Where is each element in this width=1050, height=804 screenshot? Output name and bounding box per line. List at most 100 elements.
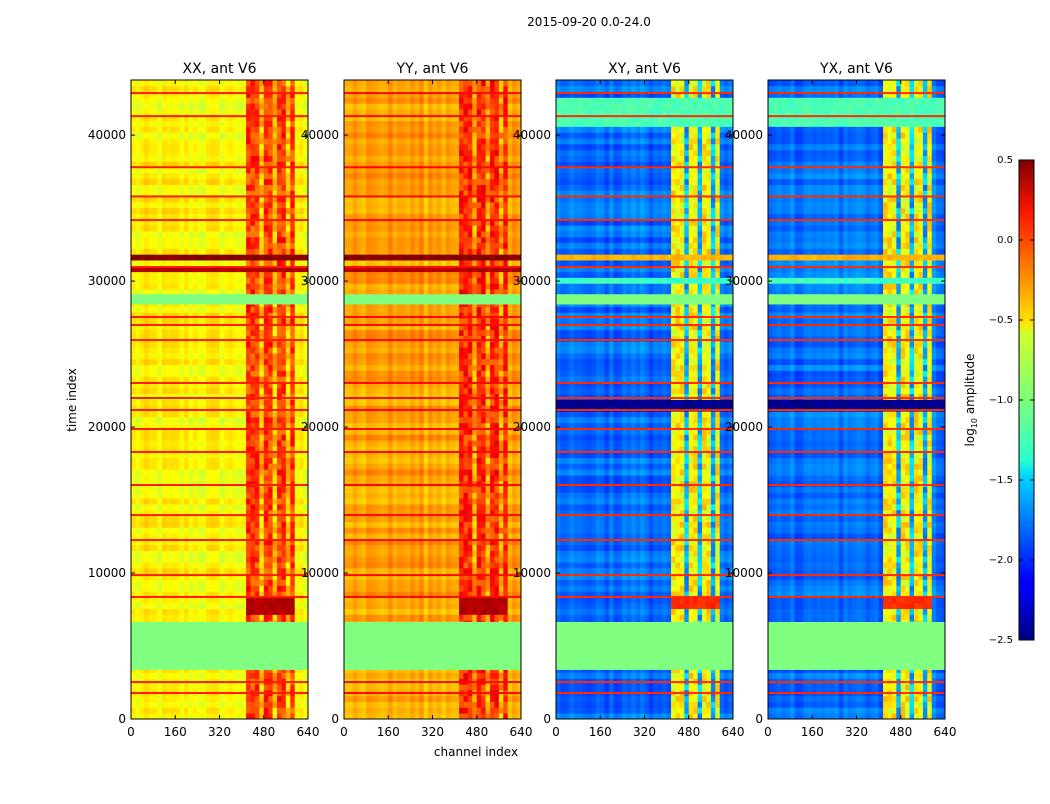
heatmap-cell: [242, 521, 247, 527]
heatmap-cell: [224, 307, 229, 313]
heatmap-cell: [503, 707, 508, 713]
heatmap-cell: [228, 434, 233, 440]
heatmap-cell: [220, 434, 225, 440]
heatmap-cell: [162, 516, 167, 522]
heatmap-cell: [180, 580, 185, 586]
heatmap-cell: [246, 400, 251, 406]
heatmap-cell: [290, 551, 295, 557]
heatmap-cell: [290, 330, 295, 336]
heatmap-cell: [131, 208, 136, 214]
heatmap-cell: [224, 353, 229, 359]
heatmap-cell: [215, 388, 220, 394]
heatmap-cell: [131, 318, 136, 324]
heatmap-cell: [233, 458, 238, 464]
heatmap-cell: [259, 103, 264, 109]
heatmap-cell: [224, 121, 229, 127]
heatmap-cell: [224, 126, 229, 132]
heatmap-cell: [171, 150, 176, 156]
heatmap-cell: [197, 248, 202, 254]
heatmap-cell: [162, 353, 167, 359]
heatmap-cell: [286, 307, 291, 313]
x-tick-label: 160: [164, 725, 187, 739]
heatmap-cell: [255, 475, 260, 481]
heatmap-cell: [131, 580, 136, 586]
heatmap-cell: [166, 225, 171, 231]
heatmap-cell: [211, 132, 216, 138]
heatmap-cell: [357, 684, 362, 690]
heatmap-cell: [149, 458, 154, 464]
heatmap-cell: [242, 440, 247, 446]
heatmap-cell: [290, 353, 295, 359]
heatmap-cell: [175, 516, 180, 522]
heatmap-cell: [180, 562, 185, 568]
heatmap-cell: [503, 684, 508, 690]
heatmap-cell: [144, 272, 149, 278]
heatmap-cell: [193, 492, 198, 498]
heatmap-cell: [131, 603, 136, 609]
heatmap-cell: [158, 138, 163, 144]
heatmap-cell: [233, 609, 238, 615]
heatmap-cell: [140, 417, 145, 423]
heatmap-cell: [184, 307, 189, 313]
heatmap-cell: [215, 330, 220, 336]
heatmap-cell: [135, 562, 140, 568]
heatmap-cell: [264, 185, 269, 191]
heatmap-cell: [206, 411, 211, 417]
heatmap-cell: [295, 411, 300, 417]
heatmap-cell: [189, 498, 194, 504]
heatmap-cell: [299, 121, 304, 127]
heatmap-cell: [153, 202, 158, 208]
heatmap-cell: [144, 417, 149, 423]
heatmap-cell: [281, 481, 286, 487]
heatmap-cell: [348, 696, 353, 702]
heatmap-cell: [180, 214, 185, 220]
heatmap-cell: [295, 278, 300, 284]
heatmap-cell: [149, 684, 154, 690]
heatmap-cell: [197, 614, 202, 620]
heatmap-cell: [144, 173, 149, 179]
heatmap-cell: [299, 707, 304, 713]
time-line-mark: [131, 397, 308, 399]
heatmap-cell: [455, 696, 460, 702]
heatmap-cell: [277, 254, 282, 260]
heatmap-cell: [295, 702, 300, 708]
heatmap-cell: [202, 208, 207, 214]
heatmap-cell: [246, 504, 251, 510]
heatmap-cell: [463, 713, 468, 719]
heatmap-cell: [206, 202, 211, 208]
heatmap-cell: [171, 365, 176, 371]
heatmap-cell: [299, 318, 304, 324]
heatmap-cell: [206, 318, 211, 324]
heatmap-cell: [166, 434, 171, 440]
heatmap-cell: [242, 492, 247, 498]
heatmap-cell: [281, 225, 286, 231]
heatmap-cell: [281, 86, 286, 92]
heatmap-cell: [290, 318, 295, 324]
heatmap-cell: [149, 138, 154, 144]
heatmap-cell: [259, 370, 264, 376]
heatmap-cell: [242, 556, 247, 562]
heatmap-cell: [206, 237, 211, 243]
heatmap-cell: [197, 434, 202, 440]
heatmap-cell: [224, 481, 229, 487]
heatmap-cell: [131, 86, 136, 92]
heatmap-cell: [281, 458, 286, 464]
heatmap-cell: [255, 185, 260, 191]
heatmap-cell: [286, 185, 291, 191]
heatmap-cell: [211, 80, 216, 86]
heatmap-cell: [397, 707, 402, 713]
heatmap-cell: [264, 504, 269, 510]
heatmap-cell: [193, 411, 198, 417]
heatmap-cell: [131, 254, 136, 260]
heatmap-cell: [268, 353, 273, 359]
heatmap-cell: [246, 365, 251, 371]
heatmap-cell: [246, 225, 251, 231]
heatmap-cell: [299, 208, 304, 214]
heatmap-cell: [206, 475, 211, 481]
heatmap-cell: [202, 609, 207, 615]
heatmap-cell: [250, 150, 255, 156]
heatmap-cell: [162, 132, 167, 138]
heatmap-cell: [171, 562, 176, 568]
heatmap-cell: [290, 440, 295, 446]
heatmap-cell: [153, 603, 158, 609]
